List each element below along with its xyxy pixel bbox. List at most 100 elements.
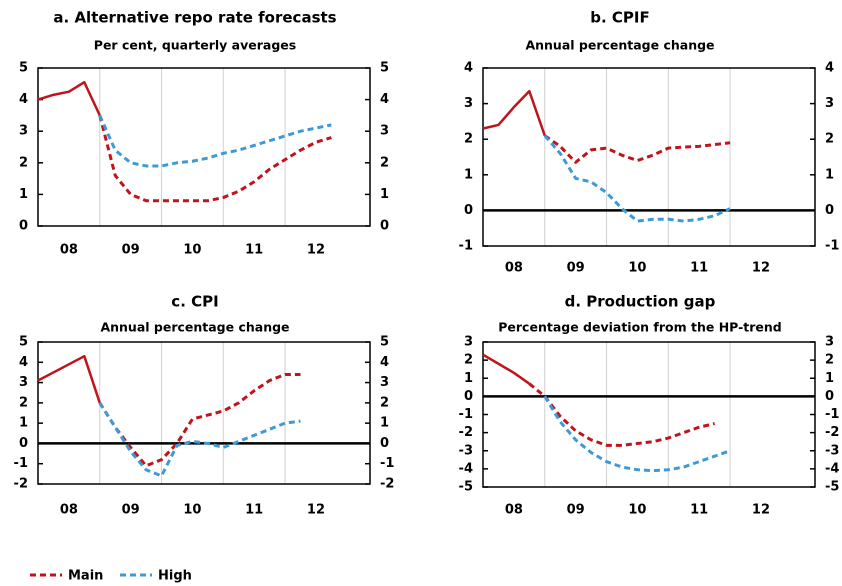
y-tick-label: 1 [19, 416, 28, 431]
chart-subtitle: Per cent, quarterly averages [94, 38, 296, 53]
y-tick-label: 3 [464, 335, 473, 350]
y2-tick-label: 1 [380, 416, 389, 431]
y-tick-label: -1 [459, 239, 473, 254]
y2-tick-label: 1 [825, 371, 834, 386]
y2-tick-label: 0 [380, 436, 389, 451]
chart-title: b. CPIF [590, 9, 650, 27]
y-tick-label: 3 [464, 96, 473, 111]
x-tick-label: 10 [628, 261, 646, 276]
y2-tick-label: 3 [380, 375, 389, 390]
y2-tick-label: -4 [825, 461, 839, 476]
series-line [543, 134, 731, 223]
y-tick-label: 2 [19, 155, 28, 170]
x-tick-label: 09 [567, 261, 585, 276]
y2-tick-label: 0 [825, 389, 834, 404]
series-line [37, 80, 101, 116]
y2-tick-label: 4 [825, 61, 834, 76]
series-line [37, 354, 101, 404]
y-tick-label: 3 [19, 375, 28, 390]
y-tick-label: -1 [14, 456, 28, 471]
y2-tick-label: -3 [825, 443, 839, 458]
series-line [98, 402, 301, 478]
y2-tick-label: 2 [825, 353, 834, 368]
y-tick-label: 2 [464, 132, 473, 147]
y2-tick-label: 3 [825, 96, 834, 111]
y-tick-label: 1 [464, 371, 473, 386]
y-tick-label: 0 [19, 436, 28, 451]
x-tick-label: 08 [505, 261, 523, 276]
y2-tick-label: 4 [380, 92, 389, 107]
chart-title: a. Alternative repo rate forecasts [53, 9, 336, 27]
y-tick-label: -5 [459, 480, 473, 495]
y2-tick-label: 5 [380, 335, 389, 350]
plot-frame [482, 341, 816, 488]
x-tick-label: 10 [183, 503, 201, 518]
y-tick-label: 0 [19, 219, 28, 234]
y2-tick-label: -2 [825, 425, 839, 440]
plot-frame [482, 67, 816, 247]
y-tick-label: 1 [19, 187, 28, 202]
x-tick-label: 09 [122, 503, 140, 518]
chart-title: d. Production gap [565, 293, 716, 311]
x-tick-label: 11 [245, 243, 263, 258]
x-tick-label: 09 [567, 503, 585, 518]
y2-tick-label: 1 [825, 167, 834, 182]
y-tick-label: 2 [19, 395, 28, 410]
y2-tick-label: -2 [380, 477, 394, 492]
y-tick-label: -1 [459, 407, 473, 422]
x-tick-label: 12 [752, 503, 770, 518]
series-line [528, 382, 715, 447]
y-tick-label: 0 [464, 389, 473, 404]
y-tick-label: 4 [464, 61, 473, 76]
series-line [543, 134, 731, 164]
legend-label: High [158, 569, 192, 584]
y2-tick-label: 0 [825, 203, 834, 218]
y2-tick-label: 2 [380, 155, 389, 170]
y-tick-label: 5 [19, 335, 28, 350]
y-tick-label: 4 [19, 355, 28, 370]
y2-tick-label: 1 [380, 187, 389, 202]
y-tick-label: 4 [19, 92, 28, 107]
y2-tick-label: 2 [380, 395, 389, 410]
y2-tick-label: -1 [825, 407, 839, 422]
x-tick-label: 11 [690, 261, 708, 276]
chart-subtitle: Percentage deviation from the HP-trend [498, 320, 782, 335]
x-tick-label: 11 [245, 503, 263, 518]
series-line [98, 115, 332, 203]
y-tick-label: 3 [19, 124, 28, 139]
y2-tick-label: 2 [825, 132, 834, 147]
series-line [98, 114, 332, 168]
x-tick-label: 09 [122, 243, 140, 258]
y-tick-label: -2 [459, 425, 473, 440]
x-tick-label: 11 [690, 503, 708, 518]
x-tick-label: 12 [307, 243, 325, 258]
plot-frame [37, 341, 371, 485]
y-tick-label: 2 [464, 353, 473, 368]
y-tick-label: 1 [464, 167, 473, 182]
y-tick-label: 5 [19, 61, 28, 76]
x-tick-label: 08 [505, 503, 523, 518]
series-line [98, 372, 301, 468]
y-tick-label: 0 [464, 203, 473, 218]
y2-tick-label: 0 [380, 219, 389, 234]
x-tick-label: 08 [60, 503, 78, 518]
x-tick-label: 08 [60, 243, 78, 258]
y2-tick-label: -1 [825, 239, 839, 254]
y-tick-label: -3 [459, 443, 473, 458]
y2-tick-label: -1 [380, 456, 394, 471]
chart-subtitle: Annual percentage change [525, 38, 714, 53]
x-tick-label: 10 [628, 503, 646, 518]
y-tick-label: -2 [14, 477, 28, 492]
y2-tick-label: 5 [380, 61, 389, 76]
series-line [482, 89, 546, 137]
chart-subtitle: Annual percentage change [100, 320, 289, 335]
y2-tick-label: 3 [825, 335, 834, 350]
chart-title: c. CPI [171, 293, 218, 311]
x-tick-label: 12 [752, 261, 770, 276]
series-line [482, 353, 531, 385]
x-tick-label: 10 [183, 243, 201, 258]
legend-label: Main [68, 569, 103, 584]
y-tick-label: -4 [459, 461, 473, 476]
x-tick-label: 12 [307, 503, 325, 518]
